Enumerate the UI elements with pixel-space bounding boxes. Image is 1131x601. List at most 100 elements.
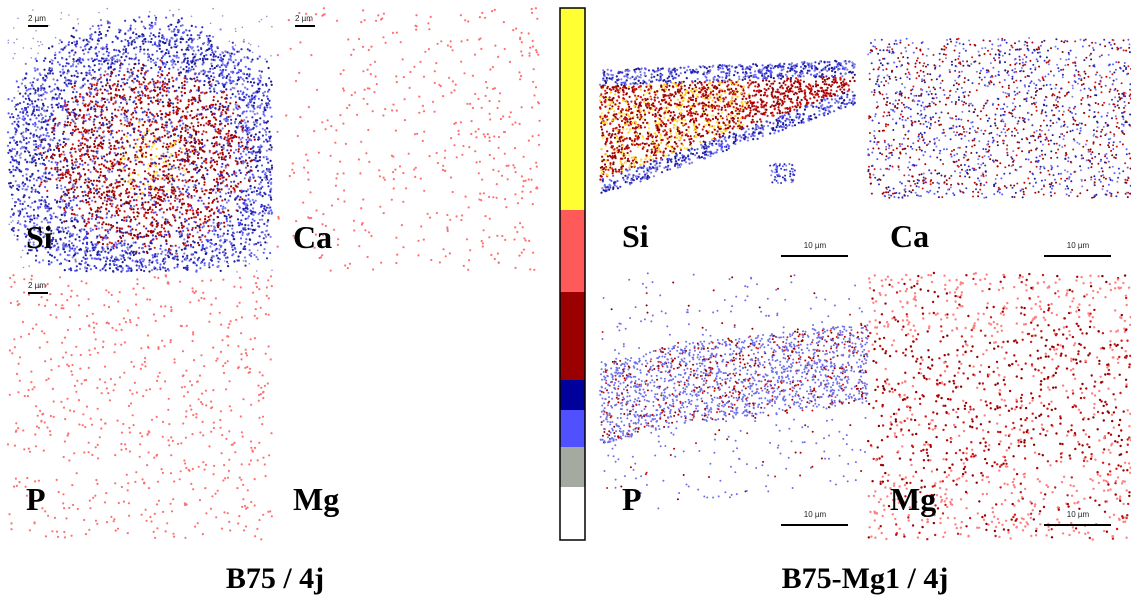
map-dot <box>186 227 189 230</box>
map-dot <box>162 105 165 108</box>
map-dot <box>223 225 226 228</box>
map-dot <box>91 38 94 41</box>
map-dot <box>255 270 258 272</box>
map-dot <box>230 136 233 139</box>
map-dot <box>16 117 19 120</box>
map-dot <box>98 62 101 65</box>
map-dot <box>85 71 88 74</box>
map-dot <box>134 159 137 162</box>
map-dot <box>71 143 74 146</box>
map-dot <box>123 239 126 242</box>
map-dot <box>213 168 216 171</box>
map-dot <box>10 221 13 224</box>
map-dot <box>30 190 33 193</box>
map-dot <box>22 131 25 134</box>
map-dot <box>199 211 202 214</box>
map-dot <box>124 19 127 22</box>
map-dot <box>152 96 155 99</box>
map-dot <box>70 155 73 158</box>
map-dot <box>63 207 66 210</box>
map-dot <box>211 229 214 233</box>
map-dot <box>67 202 71 205</box>
map-dot <box>227 191 230 194</box>
map-dot <box>73 249 76 252</box>
map-dot <box>133 130 136 134</box>
map-dot <box>140 268 143 272</box>
map-dot <box>60 221 64 224</box>
map-dot <box>203 92 206 95</box>
map-dot <box>128 86 131 89</box>
map-dot <box>248 238 251 241</box>
map-dot <box>224 105 227 108</box>
map-dot <box>183 80 186 83</box>
map-dot <box>216 100 219 103</box>
map-dot <box>64 192 67 195</box>
map-dot <box>183 247 186 250</box>
map-dot <box>219 129 222 132</box>
map-dot <box>227 199 230 202</box>
map-dot <box>207 37 210 41</box>
map-dot <box>199 79 202 82</box>
map-dot <box>255 125 258 128</box>
map-dot <box>233 188 236 191</box>
map-dot <box>135 264 138 267</box>
map-dot <box>165 208 169 211</box>
map-dot <box>265 257 269 260</box>
map-dot <box>180 221 183 225</box>
map-dot <box>267 194 270 197</box>
map-dot <box>199 229 202 232</box>
map-dot <box>269 106 272 109</box>
map-dot <box>151 24 154 27</box>
map-dot <box>130 57 133 60</box>
map-dot <box>101 122 105 125</box>
map-dot <box>198 113 201 116</box>
map-dot <box>24 130 28 133</box>
map-dot <box>151 101 154 104</box>
map-dot <box>99 88 102 91</box>
map-dot <box>102 256 105 259</box>
map-dot <box>231 136 235 139</box>
map-dot <box>58 42 60 45</box>
map-dot <box>203 264 206 267</box>
map-dot <box>220 188 223 191</box>
map-dot <box>225 94 228 97</box>
map-dot <box>31 112 34 115</box>
map-dot <box>60 89 63 92</box>
map-dot <box>62 248 65 251</box>
map-dot <box>176 263 179 266</box>
map-dot <box>242 110 246 113</box>
map-dot <box>187 217 191 220</box>
map-dot <box>81 190 84 194</box>
map-dot <box>84 261 87 264</box>
map-dot <box>120 162 123 165</box>
map-dot <box>12 174 15 177</box>
map-dot <box>227 132 230 135</box>
map-dot <box>149 198 152 201</box>
map-dot <box>93 157 96 160</box>
map-dot <box>196 259 199 262</box>
map-dot <box>90 128 93 131</box>
map-dot <box>93 118 96 121</box>
map-dot <box>112 102 115 105</box>
map-dot <box>250 159 254 162</box>
map-dot <box>63 81 66 84</box>
map-dot <box>19 212 22 215</box>
map-dot <box>25 177 28 180</box>
map-dot <box>75 178 78 181</box>
map-dot <box>112 270 115 273</box>
map-dot <box>99 269 102 272</box>
map-dot <box>224 198 227 201</box>
map-dot <box>87 181 91 184</box>
map-dot <box>183 217 186 221</box>
map-dot <box>137 196 140 199</box>
map-dot <box>41 118 44 121</box>
map-dot <box>186 140 189 143</box>
map-dot <box>129 36 132 39</box>
map-dot <box>70 111 73 114</box>
map-dot <box>55 240 58 243</box>
map-dot <box>148 23 151 26</box>
map-dot <box>159 81 162 84</box>
map-dot <box>94 160 97 163</box>
map-dot <box>234 58 237 62</box>
map-dot <box>52 78 55 81</box>
